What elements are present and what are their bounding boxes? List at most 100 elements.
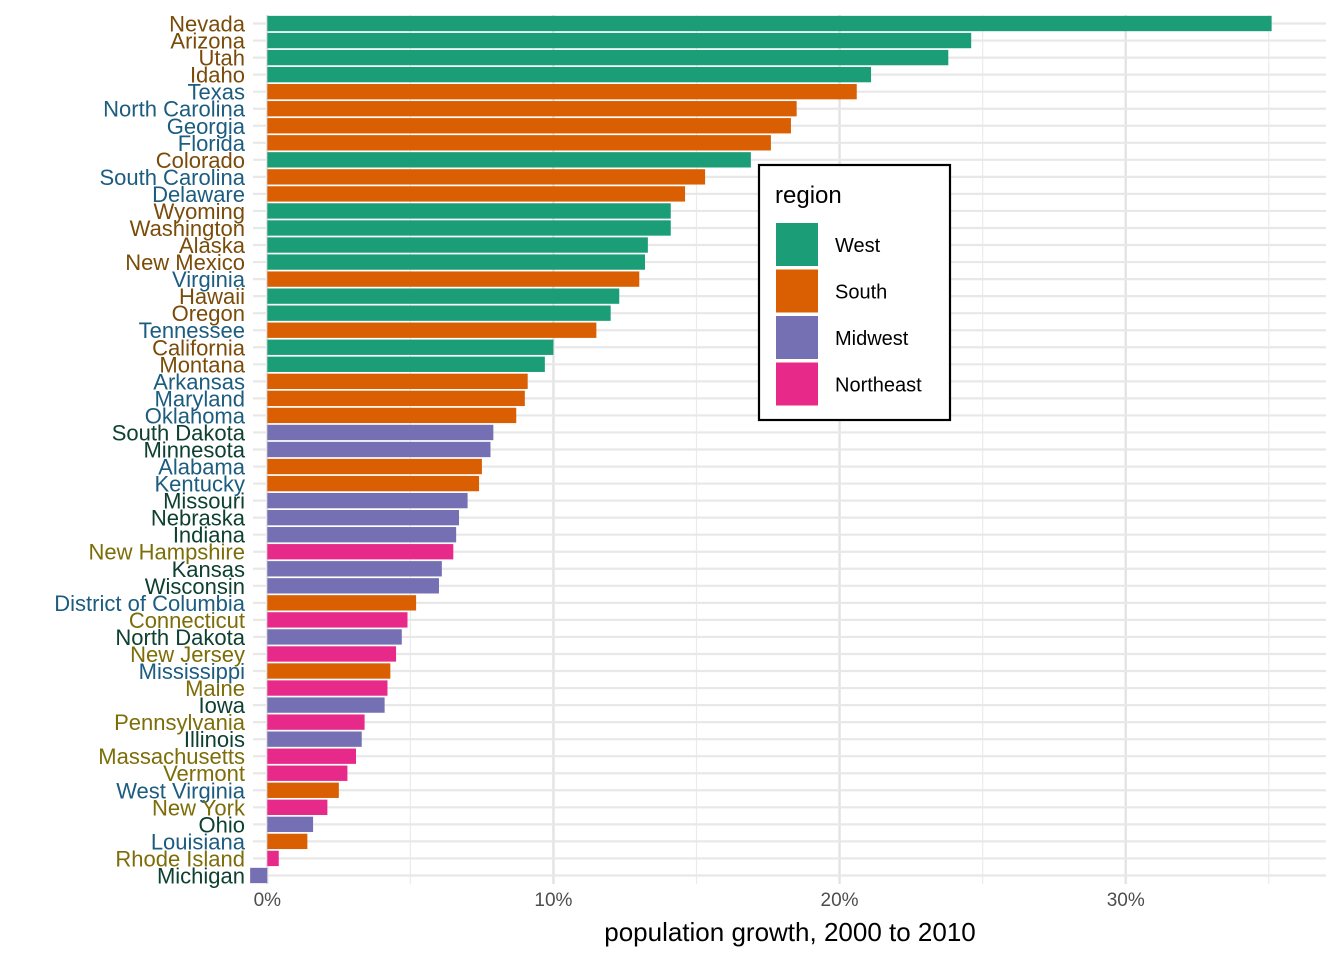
bar-hawaii bbox=[267, 288, 620, 304]
bar-new-york bbox=[267, 799, 328, 815]
bar-iowa bbox=[267, 697, 385, 713]
legend-key-midwest bbox=[776, 316, 818, 359]
legend-label-northeast: Northeast bbox=[835, 375, 922, 397]
state-label: District of Columbia bbox=[54, 591, 245, 616]
state-label: West Virginia bbox=[116, 778, 246, 803]
bar-north-carolina bbox=[267, 101, 797, 117]
state-label: Virginia bbox=[172, 267, 246, 292]
state-label: Louisiana bbox=[151, 829, 246, 854]
bar-nevada bbox=[267, 15, 1272, 32]
x-tick-label: 0% bbox=[254, 890, 282, 911]
state-label: Oregon bbox=[172, 301, 245, 326]
bar-kentucky bbox=[267, 475, 480, 492]
bar-michigan bbox=[250, 867, 268, 884]
bar-district-of-columbia bbox=[267, 595, 417, 611]
bar-south-carolina bbox=[267, 169, 706, 185]
state-label: Vermont bbox=[163, 761, 245, 786]
x-tick-label: 10% bbox=[534, 890, 572, 911]
legend-key-northeast bbox=[776, 362, 818, 406]
state-label: California bbox=[152, 335, 246, 360]
bar-nebraska bbox=[267, 509, 460, 526]
state-label: Michigan bbox=[157, 863, 245, 888]
state-label: Wisconsin bbox=[145, 574, 245, 599]
bar-mississippi bbox=[267, 663, 391, 679]
state-label: Idaho bbox=[190, 63, 245, 88]
state-label: Wyoming bbox=[154, 199, 246, 224]
bar-wisconsin bbox=[267, 578, 439, 594]
state-label: New York bbox=[152, 795, 246, 820]
state-label: Tennessee bbox=[139, 318, 245, 343]
state-label: Alaska bbox=[179, 233, 246, 258]
bar-colorado bbox=[267, 152, 751, 168]
state-label: Utah bbox=[199, 46, 245, 71]
bar-tennessee bbox=[267, 322, 597, 338]
bar-new-jersey bbox=[267, 646, 397, 662]
bar-vermont bbox=[267, 765, 348, 781]
bar-pennsylvania bbox=[267, 714, 365, 730]
state-label: Indiana bbox=[173, 523, 246, 548]
state-label: Kansas bbox=[172, 557, 245, 582]
state-label: North Carolina bbox=[103, 97, 246, 122]
legend-label-west: West bbox=[835, 235, 881, 257]
state-label: New Jersey bbox=[130, 642, 245, 667]
bar-missouri bbox=[267, 492, 468, 509]
legend: region West South Midwest Northeast bbox=[757, 163, 952, 422]
bar-alaska bbox=[267, 237, 648, 253]
bar-virginia bbox=[267, 271, 640, 287]
state-label: Rhode Island bbox=[115, 846, 245, 871]
state-label: Nevada bbox=[169, 12, 246, 37]
bar-new-mexico bbox=[267, 254, 646, 270]
state-label: Colorado bbox=[156, 148, 245, 173]
state-label: Montana bbox=[159, 352, 245, 377]
bar-oklahoma bbox=[267, 407, 517, 424]
legend-key-west bbox=[776, 223, 818, 266]
legend-label-south: South bbox=[835, 282, 887, 304]
state-label: Alabama bbox=[158, 455, 246, 480]
bar-new-hampshire bbox=[267, 544, 454, 560]
bar-oregon bbox=[267, 305, 611, 321]
state-label: Arkansas bbox=[153, 369, 245, 394]
bar-indiana bbox=[267, 527, 457, 543]
x-axis-title: population growth, 2000 to 2010 bbox=[604, 917, 976, 947]
state-label: Georgia bbox=[167, 114, 246, 139]
state-label: Connecticut bbox=[129, 608, 245, 633]
bar-georgia bbox=[267, 118, 791, 134]
bar-idaho bbox=[267, 66, 872, 83]
state-label: Hawaii bbox=[179, 284, 245, 309]
state-label: South Dakota bbox=[112, 420, 246, 445]
state-label: Mississippi bbox=[139, 659, 245, 684]
state-label: Florida bbox=[178, 131, 246, 156]
bar-utah bbox=[267, 49, 949, 66]
bar-alabama bbox=[267, 458, 482, 475]
state-label: New Mexico bbox=[125, 250, 245, 275]
state-label: Texas bbox=[188, 80, 245, 105]
state-label: Pennsylvania bbox=[114, 710, 246, 735]
state-label: Kentucky bbox=[155, 472, 246, 497]
bar-louisiana bbox=[267, 833, 308, 850]
bar-north-dakota bbox=[267, 629, 402, 645]
bar-ohio bbox=[267, 816, 314, 833]
bar-south-dakota bbox=[267, 424, 494, 441]
bar-delaware bbox=[267, 186, 686, 202]
state-label: North Dakota bbox=[115, 625, 245, 650]
bar-florida bbox=[267, 135, 771, 151]
bar-maine bbox=[267, 680, 388, 696]
bar-illinois bbox=[267, 731, 362, 747]
x-tick-label: 30% bbox=[1107, 890, 1145, 911]
state-label: Missouri bbox=[163, 489, 245, 514]
bar-arkansas bbox=[267, 373, 528, 390]
state-label: Iowa bbox=[199, 693, 246, 718]
bar-texas bbox=[267, 84, 857, 100]
state-label: Maine bbox=[185, 676, 245, 701]
x-tick-label: 20% bbox=[821, 890, 859, 911]
state-label: Maryland bbox=[155, 386, 245, 411]
bar-kansas bbox=[267, 561, 442, 577]
bar-arizona bbox=[267, 32, 972, 49]
bar-washington bbox=[267, 220, 671, 236]
bar-massachusetts bbox=[267, 748, 357, 764]
state-label: Delaware bbox=[152, 182, 245, 207]
bar-rhode-island bbox=[267, 850, 279, 867]
